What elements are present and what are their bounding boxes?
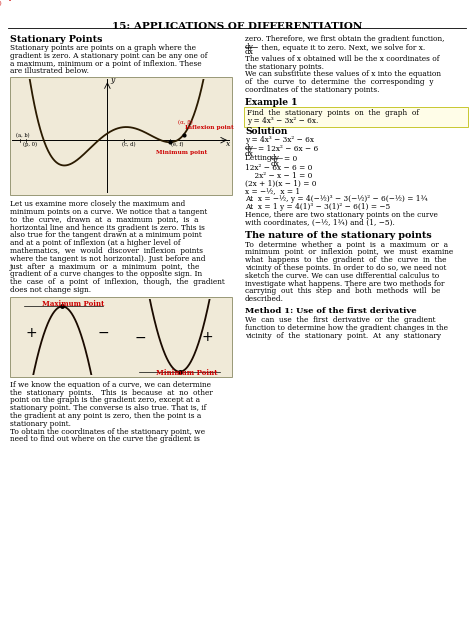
Text: Example 1: Example 1 bbox=[245, 98, 298, 107]
Text: Maximum point: Maximum point bbox=[0, 0, 26, 1]
Text: zero. Therefore, we first obtain the gradient function,: zero. Therefore, we first obtain the gra… bbox=[245, 35, 445, 43]
Text: x = −½,  x = 1: x = −½, x = 1 bbox=[245, 188, 300, 195]
Text: horizontal line and hence its gradient is zero. This is: horizontal line and hence its gradient i… bbox=[10, 224, 205, 231]
Text: To  determine  whether  a  point  is  a  maximum  or  a: To determine whether a point is a maximu… bbox=[245, 241, 448, 248]
Text: mathematics,  we  would  discover  inflexion  points: mathematics, we would discover inflexion… bbox=[10, 247, 203, 255]
Text: gradient is zero. A stationary point can be any one of: gradient is zero. A stationary point can… bbox=[10, 52, 207, 60]
Text: = 12x² − 6x − 6: = 12x² − 6x − 6 bbox=[258, 145, 318, 153]
Text: y = 4x³ − 3x² − 6x.: y = 4x³ − 3x² − 6x. bbox=[247, 116, 319, 125]
Text: vicinity  of  the  stationary  point.  At  any  stationary: vicinity of the stationary point. At any… bbox=[245, 332, 441, 339]
Text: investigate what happens. There are two methods for: investigate what happens. There are two … bbox=[245, 279, 445, 288]
Text: and at a point of inflexion (at a higher level of: and at a point of inflexion (at a higher… bbox=[10, 239, 181, 247]
Text: vicinity of these points. In order to do so, we need not: vicinity of these points. In order to do… bbox=[245, 264, 447, 272]
Text: The nature of the stationary points: The nature of the stationary points bbox=[245, 231, 432, 240]
Text: Letting: Letting bbox=[245, 154, 274, 162]
Text: just  after  a  maximum  or  a  minimum  point,  the: just after a maximum or a minimum point,… bbox=[10, 263, 201, 270]
Text: Solution: Solution bbox=[245, 128, 287, 137]
Text: point on the graph is the gradient zero, except at a: point on the graph is the gradient zero,… bbox=[10, 396, 200, 404]
Text: then, equate it to zero. Next, we solve for x.: then, equate it to zero. Next, we solve … bbox=[259, 44, 425, 52]
Text: = 0: = 0 bbox=[284, 155, 297, 163]
Text: are illustrated below.: are illustrated below. bbox=[10, 68, 89, 75]
Text: the gradient at any point is zero, then the point is a: the gradient at any point is zero, then … bbox=[10, 412, 201, 420]
Text: We can substitute these values of x into the equation: We can substitute these values of x into… bbox=[245, 70, 441, 78]
Text: stationary point.: stationary point. bbox=[10, 420, 71, 428]
Text: carrying  out  this  step  and  both  methods  will  be: carrying out this step and both methods … bbox=[245, 288, 440, 295]
Text: Method 1: Use of the first derivative: Method 1: Use of the first derivative bbox=[245, 307, 417, 315]
Text: (e, f): (e, f) bbox=[171, 142, 183, 147]
Text: x: x bbox=[226, 140, 230, 148]
Text: coordinates of the stationary points.: coordinates of the stationary points. bbox=[245, 86, 380, 94]
Text: Let us examine more closely the maximum and: Let us examine more closely the maximum … bbox=[10, 200, 185, 208]
Text: the  case  of  a  point  of  inflexion,  though,  the  gradient: the case of a point of inflexion, though… bbox=[10, 278, 225, 286]
Text: 2x² − x − 1 = 0: 2x² − x − 1 = 0 bbox=[245, 172, 312, 180]
Text: dx: dx bbox=[245, 150, 254, 158]
Text: At  x = 1 y = 4(1)³ − 3(1)² − 6(1) = −5: At x = 1 y = 4(1)³ − 3(1)² − 6(1) = −5 bbox=[245, 204, 390, 211]
Text: −: − bbox=[98, 326, 109, 340]
Text: function to determine how the gradient changes in the: function to determine how the gradient c… bbox=[245, 324, 448, 332]
Text: dy: dy bbox=[245, 144, 254, 152]
Text: To obtain the coordinates of the stationary point, we: To obtain the coordinates of the station… bbox=[10, 428, 205, 435]
Text: y = 4x³ − 3x² − 6x: y = 4x³ − 3x² − 6x bbox=[245, 137, 314, 144]
Text: +: + bbox=[26, 326, 37, 340]
Text: also true for the tangent drawn at a minimum point: also true for the tangent drawn at a min… bbox=[10, 231, 202, 240]
Text: dy: dy bbox=[271, 154, 280, 162]
Text: Maximum Point: Maximum Point bbox=[42, 300, 105, 308]
Bar bbox=[10, 297, 232, 377]
Text: (p, 0): (p, 0) bbox=[23, 142, 37, 147]
Text: Stationary Points: Stationary Points bbox=[10, 35, 102, 44]
Text: dx: dx bbox=[271, 160, 280, 167]
Text: need to find out where on the curve the gradient is: need to find out where on the curve the … bbox=[10, 435, 200, 444]
Text: (2x + 1)(x − 1) = 0: (2x + 1)(x − 1) = 0 bbox=[245, 179, 317, 188]
Text: (a, b): (a, b) bbox=[16, 133, 29, 138]
Text: Minimum Point: Minimum Point bbox=[156, 369, 218, 377]
Text: minimum points on a curve. We notice that a tangent: minimum points on a curve. We notice tha… bbox=[10, 208, 207, 216]
Text: stationary point. The converse is also true. That is, if: stationary point. The converse is also t… bbox=[10, 404, 206, 412]
Text: dy: dy bbox=[245, 43, 254, 51]
Text: does not change sign.: does not change sign. bbox=[10, 286, 91, 294]
Text: the  stationary  points.   This  is  because  at  no  other: the stationary points. This is because a… bbox=[10, 389, 213, 397]
Text: Hence, there are two stationary points on the curve: Hence, there are two stationary points o… bbox=[245, 211, 438, 219]
Text: sketch the curve. We can use differential calculus to: sketch the curve. We can use differentia… bbox=[245, 272, 439, 280]
Text: where the tangent is not horizontal). Just before and: where the tangent is not horizontal). Ju… bbox=[10, 255, 206, 263]
Text: Minimum point: Minimum point bbox=[156, 150, 207, 155]
Text: +: + bbox=[201, 331, 213, 344]
Text: −: − bbox=[135, 331, 146, 344]
Text: At  x = −½, y = 4(−½)³ − 3(−½)² − 6(−½) = 1¾: At x = −½, y = 4(−½)³ − 3(−½)² − 6(−½) =… bbox=[245, 195, 428, 204]
Text: what  happens  to  the  gradient  of  the  curve  in  the: what happens to the gradient of the curv… bbox=[245, 256, 447, 264]
Bar bbox=[10, 77, 232, 195]
Text: with coordinates, (−½, 1¾) and (1, −5).: with coordinates, (−½, 1¾) and (1, −5). bbox=[245, 219, 395, 227]
Text: described.: described. bbox=[245, 295, 284, 303]
Text: 12x² − 6x − 6 = 0: 12x² − 6x − 6 = 0 bbox=[245, 164, 312, 172]
Text: Inflexion point: Inflexion point bbox=[185, 125, 234, 130]
Text: dx: dx bbox=[245, 48, 254, 56]
Text: The values of x obtained will be the x coordinates of: The values of x obtained will be the x c… bbox=[245, 55, 439, 63]
Text: If we know the equation of a curve, we can determine: If we know the equation of a curve, we c… bbox=[10, 381, 211, 389]
Text: gradient of a curve changes to the opposite sign. In: gradient of a curve changes to the oppos… bbox=[10, 270, 202, 279]
Text: (a, b): (a, b) bbox=[0, 1, 2, 6]
Text: the stationary points.: the stationary points. bbox=[245, 63, 324, 71]
Text: Stationary points are points on a graph where the: Stationary points are points on a graph … bbox=[10, 44, 196, 52]
Text: to  the  curve,  drawn  at  a  maximum  point,  is  a: to the curve, drawn at a maximum point, … bbox=[10, 216, 199, 224]
Text: of  the  curve  to  determine  the  corresponding  y: of the curve to determine the correspond… bbox=[245, 78, 434, 86]
Text: 15: APPLICATIONS OF DIFFERENTIATION: 15: APPLICATIONS OF DIFFERENTIATION bbox=[112, 22, 362, 31]
Text: (α, β): (α, β) bbox=[178, 120, 193, 125]
Bar bbox=[244, 107, 468, 128]
Text: Find  the  stationary  points  on  the  graph  of: Find the stationary points on the graph … bbox=[247, 109, 419, 117]
Text: y: y bbox=[110, 76, 114, 84]
Text: a maximum, minimum or a point of inflexion. These: a maximum, minimum or a point of inflexi… bbox=[10, 59, 201, 68]
Text: (c, d): (c, d) bbox=[122, 142, 136, 147]
Text: We  can  use  the  first  derivative  or  the  gradient: We can use the first derivative or the g… bbox=[245, 316, 436, 324]
Text: minimum  point  or  inflexion  point,  we  must  examine: minimum point or inflexion point, we mus… bbox=[245, 248, 453, 257]
